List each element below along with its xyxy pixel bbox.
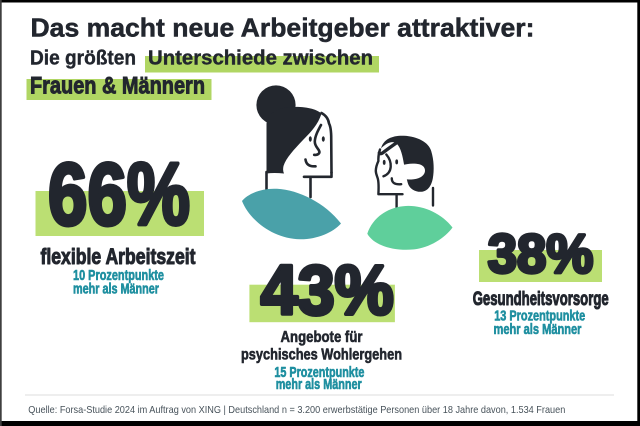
svg-text:43%: 43%: [261, 251, 394, 329]
svg-text:38%: 38%: [488, 223, 594, 284]
svg-text:Quelle: Forsa-Studie 2024 im A: Quelle: Forsa-Studie 2024 im Auftrag von…: [28, 404, 565, 416]
svg-text:Gesundheitsvorsorge: Gesundheitsvorsorge: [473, 289, 609, 310]
svg-text:Die größten: Die größten: [30, 48, 136, 70]
svg-text:flexible Arbeitszeit: flexible Arbeitszeit: [41, 244, 197, 269]
svg-text:13 Prozentpunkte: 13 Prozentpunkte: [494, 308, 585, 324]
svg-text:psychisches Wohlergehen: psychisches Wohlergehen: [241, 346, 402, 363]
svg-text:Angebote für: Angebote für: [281, 329, 363, 346]
svg-text:Das macht neue Arbeitgeber att: Das macht neue Arbeitgeber attraktiver:: [31, 13, 535, 43]
svg-text:mehr als Männer: mehr als Männer: [73, 282, 159, 298]
svg-text:15 Prozentpunkte: 15 Prozentpunkte: [274, 365, 364, 381]
svg-text:mehr als Männer: mehr als Männer: [276, 377, 362, 393]
svg-text:Unterschiede zwischen: Unterschiede zwischen: [148, 48, 373, 70]
svg-text:10 Prozentpunkte: 10 Prozentpunkte: [73, 268, 164, 284]
svg-text:mehr als Männer: mehr als Männer: [494, 322, 582, 338]
svg-text:66%: 66%: [48, 144, 190, 243]
svg-text:Frauen & Männern: Frauen & Männern: [30, 72, 205, 99]
